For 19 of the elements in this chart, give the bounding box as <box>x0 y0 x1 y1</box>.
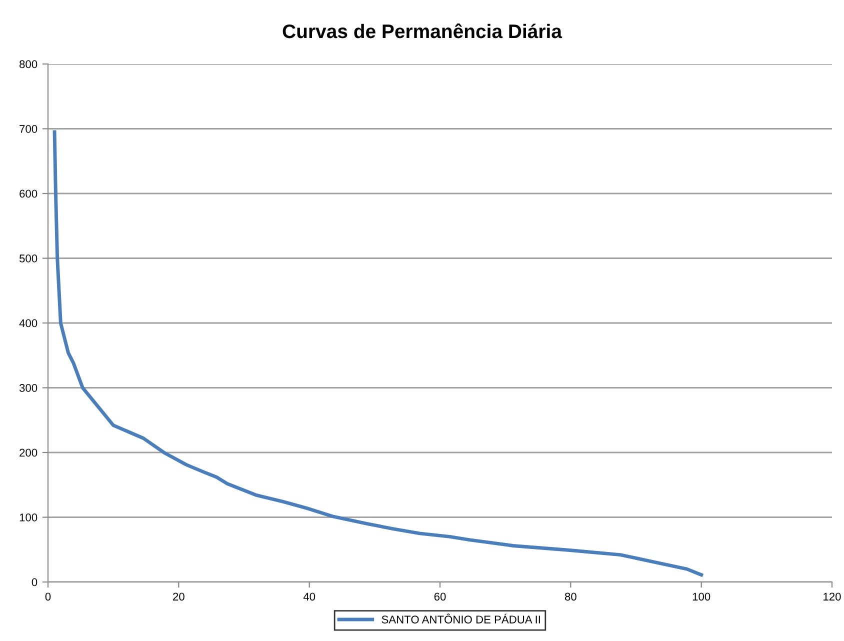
chart-title: Curvas de Permanência Diária <box>282 24 562 38</box>
y-tick-label: 300 <box>19 384 38 392</box>
x-tick-label: 80 <box>564 592 576 601</box>
x-tick-label: 40 <box>303 592 316 601</box>
y-tick-label: 0 <box>32 578 38 586</box>
x-tick-label: 60 <box>434 592 446 601</box>
y-tick-label: 100 <box>20 514 38 522</box>
x-tick-label: 120 <box>824 592 841 601</box>
y-tick-label: 700 <box>20 125 38 133</box>
y-tick-label: 500 <box>19 254 38 262</box>
legend-label: SANTO ANTÔNIO DE PÁDUA II <box>382 614 540 624</box>
x-tick-label: 0 <box>45 592 51 601</box>
y-tick-label: 600 <box>20 190 38 198</box>
x-tick-label: 20 <box>173 592 184 601</box>
y-tick-label: 800 <box>20 60 38 68</box>
x-tick-label: 100 <box>692 592 710 601</box>
line-series <box>52 130 704 577</box>
y-tick-label: 200 <box>20 448 38 457</box>
y-tick-label: 400 <box>19 319 38 328</box>
